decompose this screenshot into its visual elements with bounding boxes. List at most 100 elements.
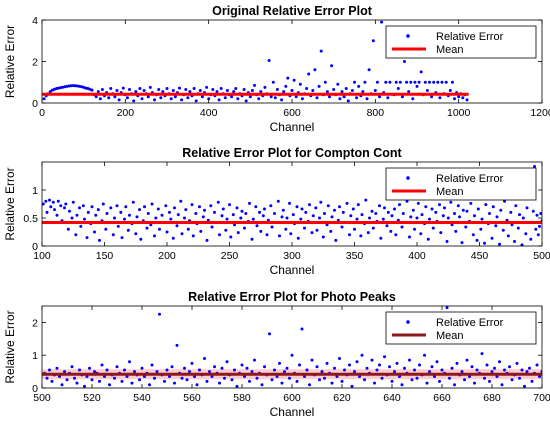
data-point (195, 383, 199, 387)
data-point (232, 90, 236, 94)
legend-entry-relative-error: Relative Error (436, 317, 504, 329)
data-point (363, 80, 367, 84)
data-point (244, 99, 248, 103)
data-point (308, 383, 311, 387)
data-point (291, 213, 295, 217)
data-point (424, 205, 428, 209)
data-point (353, 370, 356, 374)
legend-box (385, 25, 537, 59)
data-point (205, 238, 209, 242)
data-point (388, 365, 391, 369)
data-point (150, 363, 154, 367)
data-point (53, 208, 56, 212)
data-point (408, 358, 411, 362)
data-point (248, 201, 251, 205)
data-point (349, 214, 353, 218)
data-point (290, 353, 294, 357)
data-point (266, 218, 270, 222)
data-point (523, 384, 526, 388)
data-point (278, 234, 281, 238)
data-point (520, 368, 524, 372)
data-point (260, 383, 264, 387)
data-point (130, 381, 134, 385)
data-point (378, 363, 381, 367)
data-point (138, 87, 142, 90)
data-point (315, 365, 319, 369)
data-point (115, 204, 119, 208)
data-point (180, 232, 184, 236)
data-point (175, 343, 179, 347)
x-tick-label: 1000 (447, 107, 471, 119)
data-point (468, 375, 471, 378)
data-point (313, 68, 317, 72)
data-point (338, 205, 341, 209)
data-point (83, 384, 86, 388)
data-point (407, 90, 411, 94)
data-point (473, 381, 476, 385)
data-point (498, 242, 501, 246)
data-point (453, 97, 456, 101)
data-point (403, 366, 406, 370)
data-point (479, 227, 483, 231)
data-point (179, 199, 183, 203)
data-point (394, 233, 398, 237)
data-point (119, 210, 123, 214)
data-point (539, 212, 542, 215)
chart-title: Original Relative Error Plot (212, 4, 373, 18)
data-point (153, 234, 156, 238)
legend-marker-relative-error (406, 34, 410, 38)
data-point (244, 212, 248, 215)
data-point (505, 218, 509, 222)
data-point (163, 379, 166, 383)
data-point (51, 200, 55, 204)
data-point (338, 97, 342, 101)
data-point (225, 360, 229, 364)
x-tick-label: 540 (133, 392, 151, 404)
data-point (367, 68, 371, 72)
x-tick-label: 500 (533, 250, 550, 262)
data-point (235, 206, 239, 210)
data-point (383, 206, 386, 210)
data-point (198, 205, 201, 209)
data-point (140, 97, 144, 101)
data-point (175, 224, 179, 228)
data-point (495, 375, 499, 378)
data-point (245, 366, 249, 370)
x-tick-label: 500 (33, 392, 51, 404)
data-point (444, 80, 448, 84)
data-point (411, 208, 415, 212)
data-point (395, 361, 399, 365)
data-point (63, 370, 66, 374)
data-point (438, 379, 441, 383)
x-tick-label: 250 (221, 250, 239, 262)
data-point (440, 80, 444, 84)
data-point (383, 355, 386, 359)
data-point (411, 97, 415, 101)
data-point (432, 80, 436, 84)
data-point (267, 59, 271, 62)
data-point (200, 95, 204, 99)
data-point (209, 204, 213, 208)
data-point (194, 99, 198, 103)
data-point (450, 366, 454, 370)
data-point (292, 78, 296, 82)
data-point (180, 98, 184, 102)
data-point (536, 233, 540, 237)
data-point (184, 208, 188, 212)
data-point (498, 360, 501, 364)
data-point (100, 88, 104, 91)
data-point (219, 87, 223, 90)
data-point (464, 225, 468, 229)
data-point (278, 361, 281, 365)
x-tick-label: 620 (333, 392, 351, 404)
data-point (178, 86, 181, 90)
y-tick-label: 1 (32, 185, 38, 197)
data-point (220, 366, 224, 370)
data-point (351, 207, 355, 211)
data-point (117, 98, 121, 102)
data-point (405, 199, 409, 203)
data-point (290, 89, 294, 92)
data-point (473, 214, 476, 218)
data-point (425, 89, 429, 92)
data-point (113, 376, 116, 380)
